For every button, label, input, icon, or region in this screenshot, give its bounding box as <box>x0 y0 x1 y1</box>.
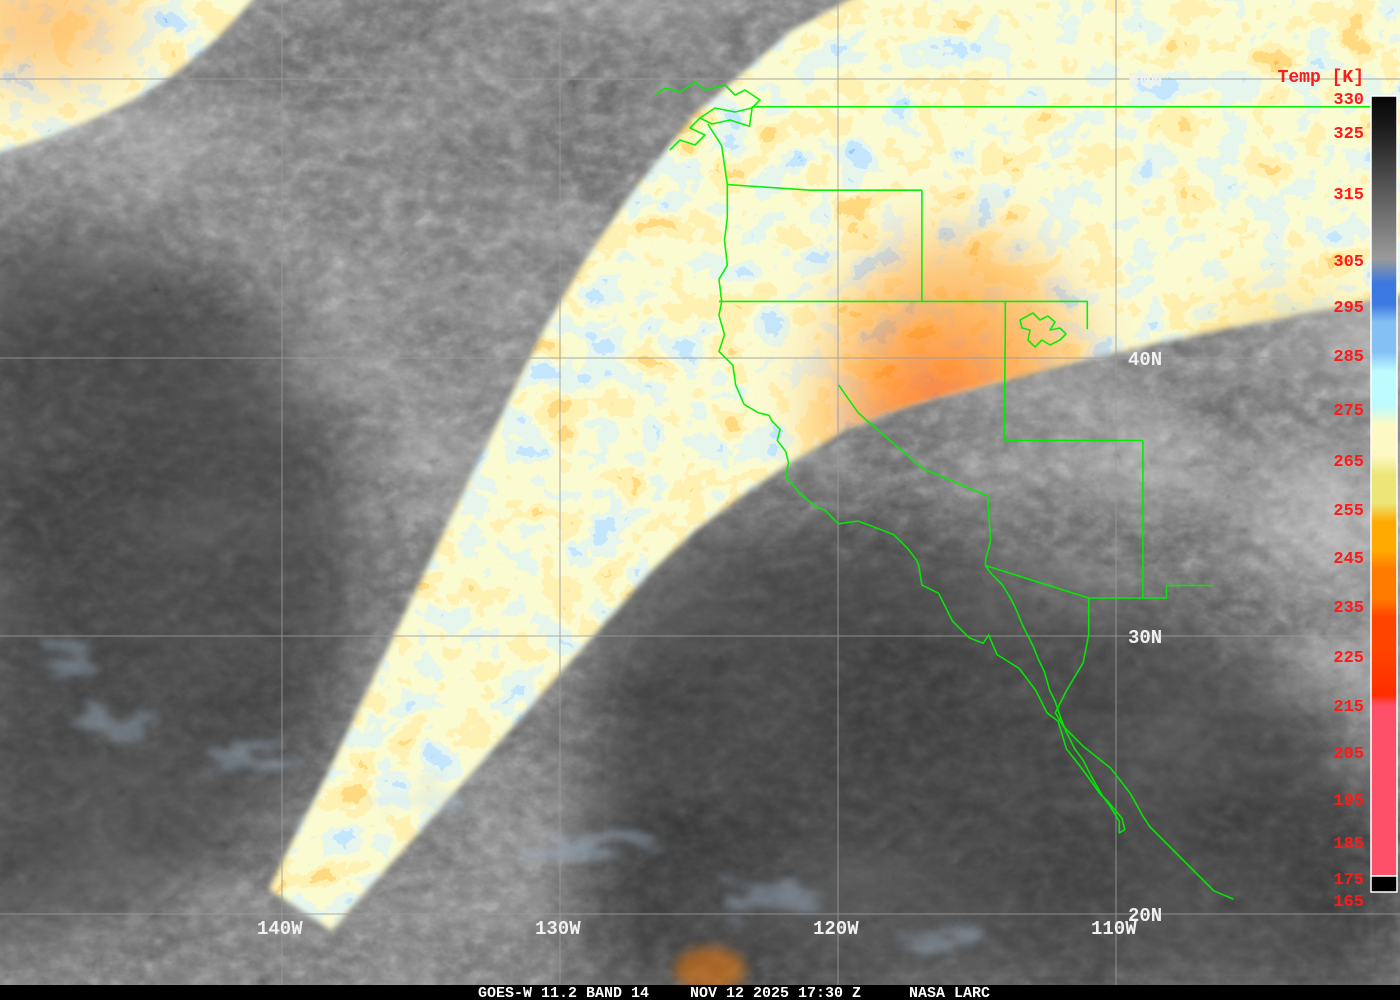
svg-text:330: 330 <box>1333 91 1364 110</box>
svg-text:185: 185 <box>1333 835 1364 854</box>
svg-text:215: 215 <box>1333 698 1364 717</box>
svg-text:NASA LARC: NASA LARC <box>909 985 990 1000</box>
svg-text:305: 305 <box>1333 253 1364 272</box>
svg-text:30N: 30N <box>1128 627 1162 649</box>
svg-text:265: 265 <box>1333 453 1364 472</box>
svg-text:315: 315 <box>1333 186 1364 205</box>
svg-text:195: 195 <box>1333 792 1364 811</box>
svg-text:40N: 40N <box>1128 349 1162 371</box>
svg-text:GOES-W 11.2 BAND 14: GOES-W 11.2 BAND 14 <box>478 985 649 1000</box>
svg-text:120W: 120W <box>813 918 859 940</box>
svg-text:110W: 110W <box>1091 918 1137 940</box>
svg-text:325: 325 <box>1333 125 1364 144</box>
svg-text:50N: 50N <box>1128 70 1162 92</box>
svg-text:NOV 12 2025 17:30 Z: NOV 12 2025 17:30 Z <box>690 985 861 1000</box>
svg-text:140W: 140W <box>257 918 303 940</box>
svg-text:Temp [K]: Temp [K] <box>1278 68 1364 88</box>
svg-text:285: 285 <box>1333 348 1364 367</box>
svg-text:235: 235 <box>1333 599 1364 618</box>
svg-text:255: 255 <box>1333 502 1364 521</box>
svg-text:130W: 130W <box>535 918 581 940</box>
svg-text:205: 205 <box>1333 745 1364 764</box>
svg-text:245: 245 <box>1333 550 1364 569</box>
svg-text:295: 295 <box>1333 299 1364 318</box>
svg-text:275: 275 <box>1333 402 1364 421</box>
svg-text:165: 165 <box>1333 893 1364 912</box>
svg-text:175: 175 <box>1333 871 1364 890</box>
svg-text:225: 225 <box>1333 649 1364 668</box>
